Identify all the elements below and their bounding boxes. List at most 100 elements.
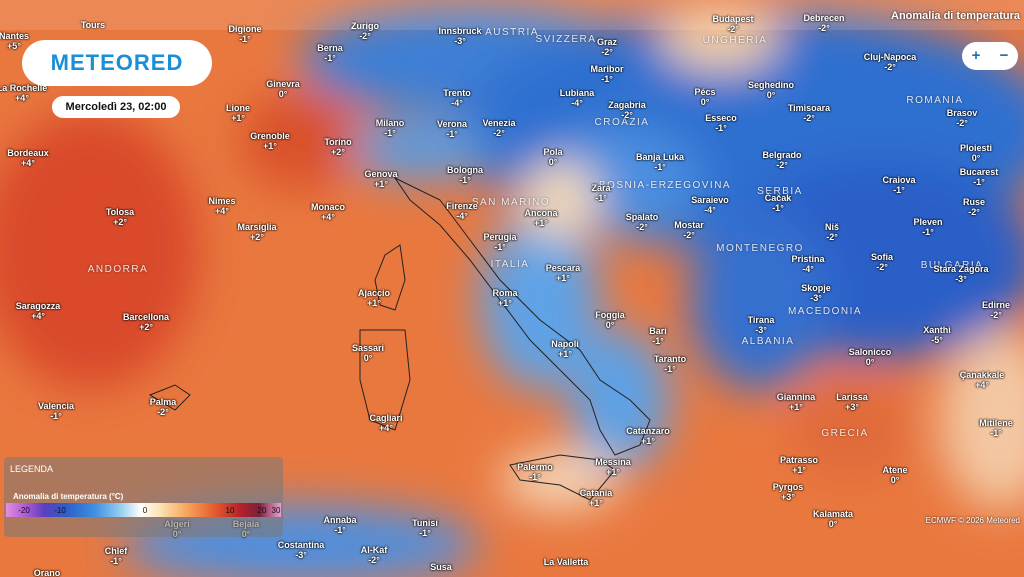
city-name: Nimes xyxy=(208,196,236,206)
city-label: Susa xyxy=(430,562,452,572)
city-temp: +2° xyxy=(113,217,127,227)
city-temp: +5° xyxy=(7,41,21,51)
city-label: Maribor -1° xyxy=(590,64,623,84)
city-name: La Valletta xyxy=(543,557,589,567)
city-label: Pécs 0° xyxy=(694,87,715,107)
zoom-in[interactable]: + xyxy=(971,47,981,64)
city-name: Giannina xyxy=(776,392,816,402)
city-temp: -1° xyxy=(324,53,336,63)
city-label: Zagabria -2° xyxy=(608,100,646,120)
city-name: Atene xyxy=(882,465,908,475)
city-label: Sofia -2° xyxy=(871,252,893,272)
datetime: Mercoledì 23, 02:00 xyxy=(52,96,180,118)
city-label: Niš -2° xyxy=(825,222,839,242)
city-label: Catanzaro +1° xyxy=(626,426,670,446)
city-name: Debrecen xyxy=(803,13,845,23)
city-temp: -3° xyxy=(755,325,767,335)
legend-tick: 20 xyxy=(257,506,267,515)
city-name: Bari xyxy=(649,326,667,336)
city-name: Innsbruck xyxy=(438,26,482,36)
city-name: Edirne xyxy=(981,300,1011,310)
city-temp: -1° xyxy=(772,203,784,213)
city-name: Salonicco xyxy=(848,347,892,357)
city-label: Messina +1° xyxy=(595,457,631,477)
city-temp: -3° xyxy=(955,274,967,284)
city-label: Al-Kaf -2° xyxy=(361,545,388,565)
city-temp: -2° xyxy=(683,230,695,240)
city-label: Nantes +5° xyxy=(0,31,29,51)
city-label: Ploiesti 0° xyxy=(960,143,992,163)
country-label: SVIZZERA xyxy=(535,34,597,45)
city-name: Ajaccio xyxy=(357,288,391,298)
city-name: Patrasso xyxy=(779,455,819,465)
city-label: Ginevra 0° xyxy=(266,79,300,99)
city-label: Xanthi -5° xyxy=(923,325,951,345)
city-label: Lubiana -4° xyxy=(560,88,595,108)
city-label: Roma +1° xyxy=(492,288,517,308)
city-temp: +4° xyxy=(975,380,989,390)
city-name: Ancona xyxy=(524,208,558,218)
city-temp: -1° xyxy=(654,162,666,172)
city-temp: -1° xyxy=(419,528,431,538)
city-temp: -2° xyxy=(956,118,968,128)
city-temp: -5° xyxy=(931,335,943,345)
city-name: Tirana xyxy=(747,315,775,325)
city-name: La Rochelle xyxy=(0,83,48,93)
city-label: Nimes +4° xyxy=(208,196,235,216)
city-label: Berna -1° xyxy=(317,43,343,63)
legend-title: LEGENDA xyxy=(10,464,54,474)
city-name: Xanthi xyxy=(923,325,951,335)
city-label: Chlef -1° xyxy=(105,546,128,566)
city-temp: +1° xyxy=(792,465,806,475)
city-label: Pristina -4° xyxy=(791,254,824,274)
city-name: Milano xyxy=(375,118,405,128)
city-name: Budapest xyxy=(712,14,754,24)
city-label: Marsiglia +2° xyxy=(237,222,276,242)
city-label: Annaba -1° xyxy=(323,515,356,535)
city-label: Skopje -3° xyxy=(801,283,831,303)
logo: METEORED xyxy=(22,40,212,86)
zoom-out[interactable]: − xyxy=(999,47,1009,64)
city-name: Napoli xyxy=(551,339,579,349)
city-label: La Valletta xyxy=(544,557,589,567)
city-temp: +4° xyxy=(215,206,229,216)
legend-tick: -10 xyxy=(54,506,66,515)
city-name: Venezia xyxy=(482,118,516,128)
city-name: Kalamata xyxy=(812,509,854,519)
city-label: Tours xyxy=(81,20,105,30)
country-label: ANDORRA xyxy=(87,264,149,275)
city-temp: -1° xyxy=(459,175,471,185)
city-label: Palma -2° xyxy=(150,397,177,417)
city-temp: 0° xyxy=(278,89,288,99)
city-name: Sofia xyxy=(870,252,894,262)
city-temp: -1° xyxy=(893,185,905,195)
city-temp: +1° xyxy=(374,179,388,189)
city-name: Esseco xyxy=(705,113,737,123)
city-temp: -2° xyxy=(968,207,980,217)
city-name: Messina xyxy=(595,457,631,467)
city-temp: -2° xyxy=(826,232,838,242)
top-bar xyxy=(0,0,1024,30)
legend: LEGENDA Anomalia di temperatura (°C) -20… xyxy=(4,457,283,537)
city-label: Bucarest -1° xyxy=(960,167,999,187)
city-temp: -2° xyxy=(727,24,739,34)
attribution: ECMWF © 2026 Meteored xyxy=(925,516,1020,525)
city-name: Niš xyxy=(824,222,840,232)
city-temp: 0° xyxy=(890,475,900,485)
city-temp: +3° xyxy=(781,492,795,502)
islands xyxy=(148,244,616,501)
city-label: Palermo -1° xyxy=(517,462,553,482)
city-temp: +4° xyxy=(21,158,35,168)
city-label: Larissa +3° xyxy=(836,392,868,412)
city-label: Atene 0° xyxy=(882,465,907,485)
city-label: Budapest -2° xyxy=(712,14,753,34)
city-label: Verona -1° xyxy=(437,119,467,139)
city-label: Pola 0° xyxy=(543,147,562,167)
city-temp: -2° xyxy=(359,31,371,41)
city-temp: -1° xyxy=(110,556,122,566)
city-name: Belgrado xyxy=(762,150,802,160)
city-label: Cagliari +4° xyxy=(369,413,402,433)
city-name: Tunisi xyxy=(412,518,438,528)
city-name: Ginevra xyxy=(266,79,300,89)
city-label: Craiova -1° xyxy=(882,175,915,195)
